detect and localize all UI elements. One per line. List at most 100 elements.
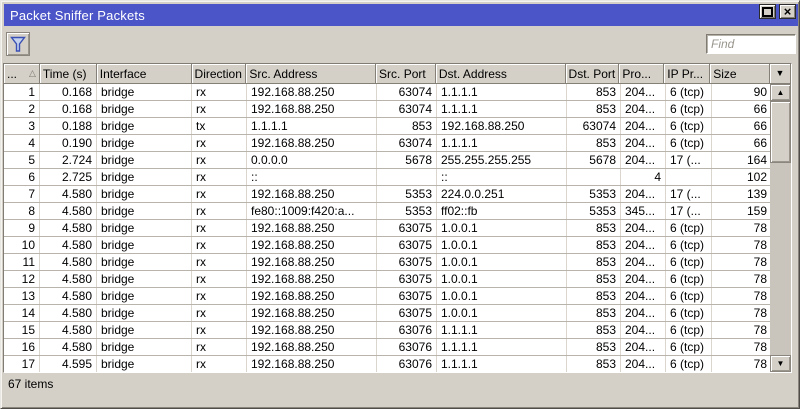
table-cell: rx [192,169,247,185]
table-row[interactable]: 14 4.580 bridge rx 192.168.88.250 63075 1.0.0.… [4,305,791,322]
table-cell: 192.168.88.250 [247,186,377,202]
column-header-label: Direction [194,66,242,81]
column-header[interactable]: Src. Port [376,64,436,84]
column-selector-button[interactable]: ▼ [770,64,791,84]
table-cell: 2.724 [40,152,97,168]
table-row[interactable]: 7 4.580 bridge rx 192.168.88.250 5353 224.0.0.… [4,186,791,203]
table-cell: 853 [567,220,621,236]
table-cell [666,169,712,185]
table-cell: 0.0.0.0 [247,152,377,168]
table-cell: 192.168.88.250 [247,254,377,270]
table-cell: rx [192,135,247,151]
column-header-label: Interface [99,66,147,81]
table-cell: 204... [621,84,666,100]
table-cell: rx [192,271,247,287]
column-header[interactable]: Size [710,64,771,84]
table-cell: 66 [712,135,772,151]
close-button[interactable]: × [779,4,796,19]
table-cell: 853 [567,356,621,372]
maximize-button[interactable] [759,4,776,19]
table-cell: 0.168 [40,84,97,100]
column-header[interactable]: Pro... [619,64,665,84]
table-cell: 2 [4,101,40,117]
find-input[interactable] [707,35,795,53]
table-cell: 4 [621,169,666,185]
table-row[interactable]: 6 2.725 bridge rx:::: 4 102 [4,169,791,186]
table-cell: 78 [712,305,772,321]
table-cell: 5 [4,152,40,168]
table-row[interactable]: 10 4.580 bridge rx 192.168.88.250 63075 1.0.0.… [4,237,791,254]
table-cell: 164 [712,152,772,168]
window-title: Packet Sniffer Packets [10,7,145,23]
table-cell: 11 [4,254,40,270]
table-cell: 1.1.1.1 [437,339,567,355]
table-cell: 78 [712,271,772,287]
table-cell: 78 [712,237,772,253]
table-cell: 1.1.1.1 [437,356,567,372]
arrow-up-icon: ▲ [776,87,785,97]
table-cell: bridge [97,322,192,338]
toolbar [1,29,800,59]
table-cell: 204... [621,305,666,321]
table-row[interactable]: 13 4.580 bridge rx 192.168.88.250 63075 1.0.0.… [4,288,791,305]
table-cell: ff02::fb [437,203,567,219]
column-header[interactable]: Time (s) [39,64,97,84]
table-cell: rx [192,186,247,202]
table-row[interactable]: 8 4.580 bridge rx fe80::1009:f420:a... 5353 ff… [4,203,791,220]
table-cell: 192.168.88.250 [247,271,377,287]
filter-button[interactable] [6,32,30,56]
table-row[interactable]: 5 2.724 bridge rx 0.0.0.0 5678 255.255.255.255… [4,152,791,169]
table-row[interactable]: 12 4.580 bridge rx 192.168.88.250 63075 1.0.0.… [4,271,791,288]
column-header[interactable]: Src. Address [246,64,377,84]
find-box [706,34,796,54]
table-row[interactable]: 4 0.190 bridge rx 192.168.88.250 63074 1.1.1.1… [4,135,791,152]
column-header[interactable]: Interface [96,64,192,84]
table-cell: 204... [621,237,666,253]
table-cell: 4.595 [40,356,97,372]
column-header[interactable]: IP Pr... [664,64,711,84]
table-row[interactable]: 17 4.595 bridge rx 192.168.88.250 63076 1.1.1.… [4,356,791,372]
table-cell: 4.580 [40,203,97,219]
table-cell: 63074 [567,118,621,134]
scrollbar-thumb[interactable] [770,101,791,163]
column-header-label: Dst. Address [438,66,507,81]
table-cell: 66 [712,101,772,117]
scroll-up-button[interactable]: ▲ [770,84,791,101]
table-cell: 8 [4,203,40,219]
table-cell: 4.580 [40,186,97,202]
titlebar-buttons: × [759,4,796,19]
vertical-scrollbar[interactable]: ▲ ▼ [770,84,791,372]
table-cell: 1.0.0.1 [437,254,567,270]
table-cell: 6 (tcp) [666,135,712,151]
filter-funnel-icon [10,36,26,52]
table-cell: bridge [97,101,192,117]
table-cell: bridge [97,169,192,185]
table-cell: 10 [4,237,40,253]
table-cell: 6 [4,169,40,185]
table-cell: 4.580 [40,237,97,253]
table-cell: 853 [567,254,621,270]
table-cell: 204... [621,339,666,355]
table-row[interactable]: 2 0.168 bridge rx 192.168.88.250 63074 1.1.1.1… [4,101,791,118]
table-cell: rx [192,288,247,304]
statusbar: 67 items [3,373,792,397]
column-header[interactable]: Direction [191,64,247,84]
table-row[interactable]: 11 4.580 bridge rx 192.168.88.250 63075 1.0.0.… [4,254,791,271]
items-count: 67 items [8,377,54,391]
table-cell: bridge [97,339,192,355]
table-row[interactable]: 9 4.580 bridge rx 192.168.88.250 63075 1.0.0.1… [4,220,791,237]
table-row[interactable]: 15 4.580 bridge rx 192.168.88.250 63076 1.1.1.… [4,322,791,339]
table-cell: 63074 [377,135,437,151]
column-header[interactable]: Dst. Port [565,64,620,84]
table-cell: 6 (tcp) [666,288,712,304]
table-row[interactable]: 16 4.580 bridge rx 192.168.88.250 63076 1.1.1.… [4,339,791,356]
table-row[interactable]: 3 0.188 bridge tx 1.1.1.1 853 192.168.88.250 63… [4,118,791,135]
table-cell: 0.190 [40,135,97,151]
table-cell: 204... [621,271,666,287]
column-header[interactable]: ... △ [4,64,40,84]
titlebar[interactable]: Packet Sniffer Packets [4,4,798,26]
column-header[interactable]: Dst. Address [435,64,566,84]
scroll-down-button[interactable]: ▼ [770,355,791,372]
table-header: ... △ Time (s) Interface Direction Src. Addre… [4,64,791,84]
table-row[interactable]: 1 0.168 bridge rx 192.168.88.250 63074 1.1.1.1… [4,84,791,101]
